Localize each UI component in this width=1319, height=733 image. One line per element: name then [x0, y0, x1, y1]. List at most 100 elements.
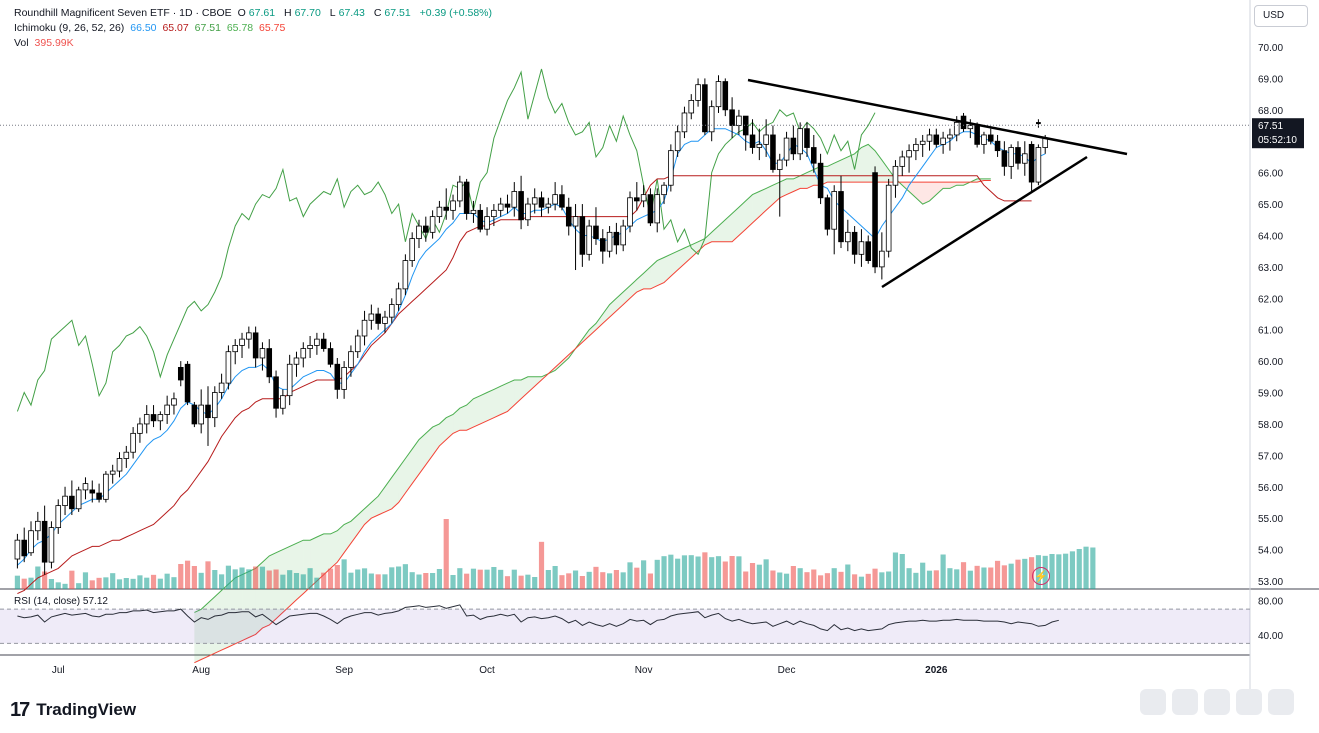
candle-body: [130, 432, 136, 453]
volume-bar: [790, 566, 796, 589]
cloud-segment: [316, 533, 324, 581]
candle-body: [634, 197, 640, 202]
volume-bar: [688, 555, 694, 589]
volume-bar: [1063, 553, 1069, 589]
volume-bar: [1049, 554, 1055, 589]
y-tick-label: 65.00: [1258, 200, 1283, 211]
volume-bar: [1090, 547, 1096, 589]
symbol-name: Roundhill Magnificent Seven ETF · 1D · C…: [14, 7, 232, 19]
candle-body: [341, 366, 347, 390]
volume-bar: [947, 568, 953, 589]
volume-bar: [123, 578, 129, 589]
candle-body: [497, 203, 504, 211]
rsi-band: [0, 609, 1250, 644]
ichimoku-legend[interactable]: Ichimoku (9, 26, 52, 26) 66.50 65.07 67.…: [14, 21, 288, 35]
candle-body: [695, 84, 701, 101]
cloud-segment: [439, 417, 447, 446]
volume-bar: [511, 569, 517, 589]
lightning-icon[interactable]: ⚡: [1032, 567, 1050, 585]
y-tick-label: 61.00: [1258, 326, 1283, 337]
symbol-legend: Roundhill Magnificent Seven ETF · 1D · C…: [14, 6, 495, 20]
cloud-segment: [677, 248, 685, 271]
cloud-segment: [854, 147, 862, 183]
volume-bar: [593, 566, 599, 589]
candle-body: [838, 191, 844, 243]
candle-body: [749, 134, 756, 148]
candle-body: [565, 206, 572, 227]
ichimoku-label: Ichimoku (9, 26, 52, 26): [14, 22, 125, 34]
cloud-segment: [214, 590, 222, 654]
candle-body: [647, 194, 654, 224]
candle-body: [82, 483, 89, 491]
volume-bar: [1076, 549, 1082, 589]
volume-bar: [920, 562, 926, 589]
volume-bar: [906, 568, 912, 589]
y-tick-label: 63.00: [1258, 263, 1283, 274]
cloud-segment: [915, 182, 923, 205]
volume-bar: [348, 572, 354, 589]
candle-body: [913, 143, 919, 152]
volume-bar: [770, 570, 776, 589]
cloud-segment: [779, 178, 787, 198]
candle-body: [450, 200, 456, 211]
cloud-segment: [909, 182, 916, 198]
candle-body: [1035, 147, 1042, 183]
y-tick-label: 68.00: [1258, 106, 1283, 117]
candle-body: [879, 250, 885, 268]
volume-bar: [974, 565, 980, 589]
candle-body: [531, 197, 538, 205]
volume-bar: [355, 569, 361, 589]
candle-body: [824, 197, 831, 230]
volume-bar: [579, 576, 585, 589]
candle-body: [708, 106, 715, 133]
candle-body: [851, 231, 858, 255]
ichimoku-chikou-value: 67.51: [194, 22, 221, 34]
tradingview-brand[interactable]: 17 TradingView: [10, 697, 136, 723]
candle-body: [940, 137, 946, 145]
y-tick-label: 69.00: [1258, 74, 1283, 85]
cloud-segment: [609, 298, 617, 318]
cloud-segment: [732, 207, 739, 242]
cloud-segment: [657, 257, 665, 286]
volume-bar: [933, 570, 939, 589]
candle-body: [661, 184, 667, 196]
candle-body: [375, 313, 381, 324]
candle-body: [919, 140, 926, 145]
x-tick-label: Jul: [52, 665, 65, 676]
candle-body: [947, 134, 953, 139]
candle-body: [307, 345, 313, 349]
volume-bar: [504, 576, 511, 589]
volume-bar: [14, 575, 20, 589]
volume-legend[interactable]: Vol 395.99K: [14, 36, 77, 50]
volume-bar: [246, 569, 252, 589]
candle-body: [171, 398, 177, 406]
volume-bar: [69, 570, 75, 589]
currency-button[interactable]: USD: [1254, 5, 1308, 27]
candle-body: [457, 181, 463, 202]
candle-body: [620, 225, 626, 246]
volume-bar: [368, 573, 374, 589]
cloud-segment: [337, 524, 345, 563]
cloud-segment: [398, 458, 406, 503]
candle-body: [429, 216, 436, 233]
cloud-segment: [276, 549, 283, 619]
cloud-segment: [711, 226, 719, 242]
cloud-segment: [827, 163, 835, 183]
tradingview-logo-icon: 17: [10, 698, 30, 721]
candle-body: [327, 348, 334, 365]
cloud-segment: [800, 172, 807, 189]
rsi-tick-label: 40.00: [1258, 631, 1283, 642]
volume-bar: [967, 570, 973, 589]
volume-bar: [28, 577, 34, 589]
cloud-segment: [507, 379, 515, 412]
rsi-legend[interactable]: RSI (14, close) 57.12: [14, 596, 108, 607]
rsi-label: RSI (14, close): [14, 596, 81, 607]
cloud-segment: [350, 515, 358, 544]
volume-bar: [450, 575, 456, 589]
volume-bar: [484, 569, 490, 589]
candle-body: [811, 147, 817, 164]
candle-body: [599, 238, 606, 252]
candle-body: [225, 351, 232, 384]
volume-bar: [647, 573, 654, 589]
